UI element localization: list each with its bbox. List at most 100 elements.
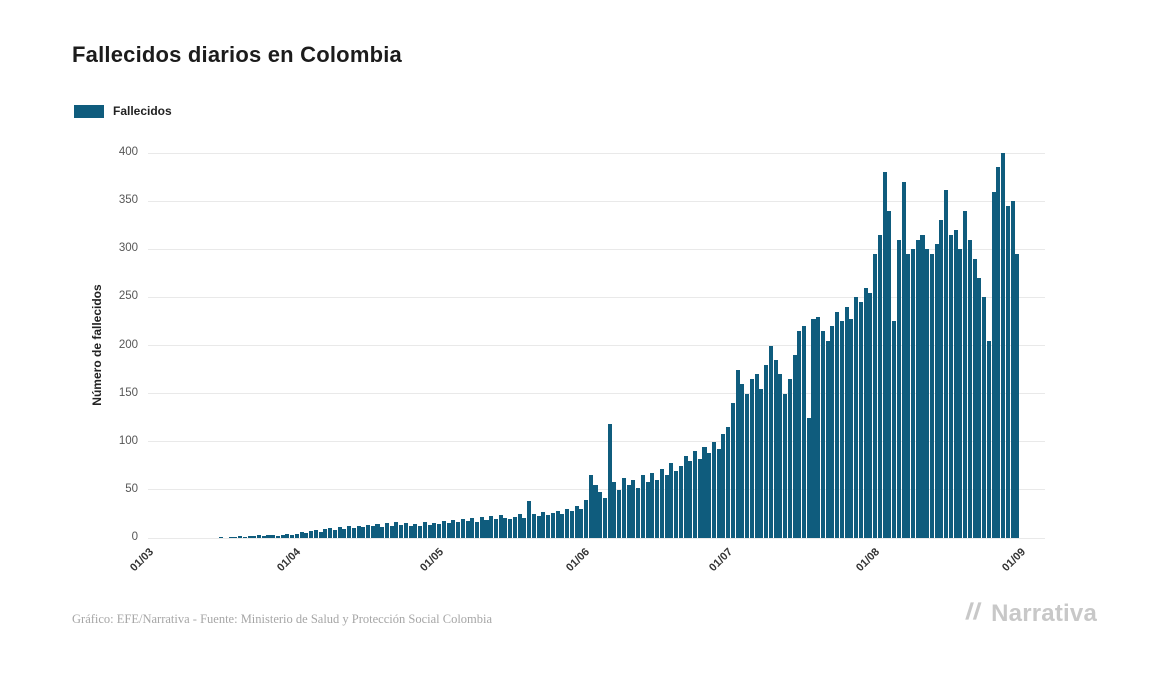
bar (366, 524, 371, 538)
bar (1001, 153, 1006, 538)
bar (380, 527, 385, 538)
bar (621, 478, 626, 538)
bar (977, 278, 982, 538)
bar (285, 534, 290, 538)
bar (541, 512, 546, 538)
bar (972, 258, 977, 538)
bar (451, 519, 456, 538)
bar (626, 485, 631, 538)
bar (858, 302, 863, 538)
bar (802, 326, 807, 538)
bar (304, 533, 309, 538)
bar (313, 530, 318, 538)
y-tick-label: 150 (118, 386, 138, 399)
bar (493, 518, 498, 538)
bar (844, 307, 849, 538)
bar (716, 449, 721, 538)
bar (579, 509, 584, 538)
bar (896, 239, 901, 538)
bar (967, 239, 972, 538)
bar (854, 297, 859, 538)
bar (1010, 201, 1015, 538)
bar (233, 537, 238, 538)
bar (991, 191, 996, 538)
bar (797, 331, 802, 538)
bar (825, 340, 830, 538)
bar (394, 521, 399, 538)
bar (536, 515, 541, 538)
bar (489, 515, 494, 538)
bar (711, 441, 716, 538)
bar (408, 526, 413, 538)
bar (470, 517, 475, 538)
bar (607, 424, 612, 538)
bar (593, 485, 598, 538)
bar (806, 417, 811, 538)
bar (257, 535, 262, 538)
bar (839, 321, 844, 538)
bar (503, 517, 508, 538)
bar (645, 482, 650, 538)
bar (830, 326, 835, 538)
bar (707, 453, 712, 538)
bar (768, 345, 773, 538)
footer-credit: Gráfico: EFE/Narrativa - Fuente: Ministe… (72, 612, 493, 626)
bar (754, 374, 759, 538)
gridline (148, 152, 1045, 154)
bar (384, 522, 389, 538)
bar (460, 518, 465, 538)
bar (370, 526, 375, 538)
bar (323, 529, 328, 538)
bar (773, 359, 778, 538)
bar (584, 499, 589, 538)
narrativa-mark-icon (962, 598, 988, 629)
bar (290, 535, 295, 538)
bar (588, 475, 593, 538)
bar (266, 535, 271, 538)
bar (1005, 205, 1010, 538)
bar (238, 536, 243, 538)
bar (275, 536, 280, 538)
bar (683, 456, 688, 538)
bar (934, 244, 939, 538)
bar (271, 535, 276, 538)
bar (403, 522, 408, 538)
bar (242, 537, 247, 538)
bar (550, 512, 555, 538)
bar (664, 475, 669, 538)
bar (612, 482, 617, 538)
y-tick-label: 50 (125, 482, 138, 495)
bar (659, 468, 664, 538)
x-tick-label: 01/07 (706, 546, 735, 574)
bar (475, 521, 480, 538)
bar (546, 514, 551, 538)
bar (655, 480, 660, 538)
bar (892, 321, 897, 538)
bar (422, 521, 427, 538)
bar (413, 523, 418, 538)
plot-area: 0 50 100 150 200 250 300 350 400 01/03 01/04 01/05 0… (119, 146, 1045, 574)
bar (299, 532, 304, 538)
bar (479, 516, 484, 538)
bar (517, 513, 522, 538)
bar (347, 526, 352, 538)
bar (617, 489, 622, 538)
bar (996, 167, 1001, 538)
bar (498, 514, 503, 538)
y-tick-label: 0 (131, 531, 138, 543)
bar (512, 516, 517, 538)
bar (849, 318, 854, 538)
bar (631, 480, 636, 538)
bar (783, 393, 788, 538)
gridline (148, 296, 1045, 298)
bar (920, 234, 925, 538)
bar (915, 239, 920, 538)
x-tick-label: 01/04 (275, 546, 304, 574)
x-tick-label: 01/06 (564, 546, 593, 574)
y-tick-label: 350 (118, 194, 138, 207)
bar (465, 520, 470, 538)
y-tick-label: 400 (118, 146, 138, 158)
bar (906, 254, 911, 538)
y-tick-label: 250 (118, 290, 138, 303)
bar (432, 522, 437, 538)
